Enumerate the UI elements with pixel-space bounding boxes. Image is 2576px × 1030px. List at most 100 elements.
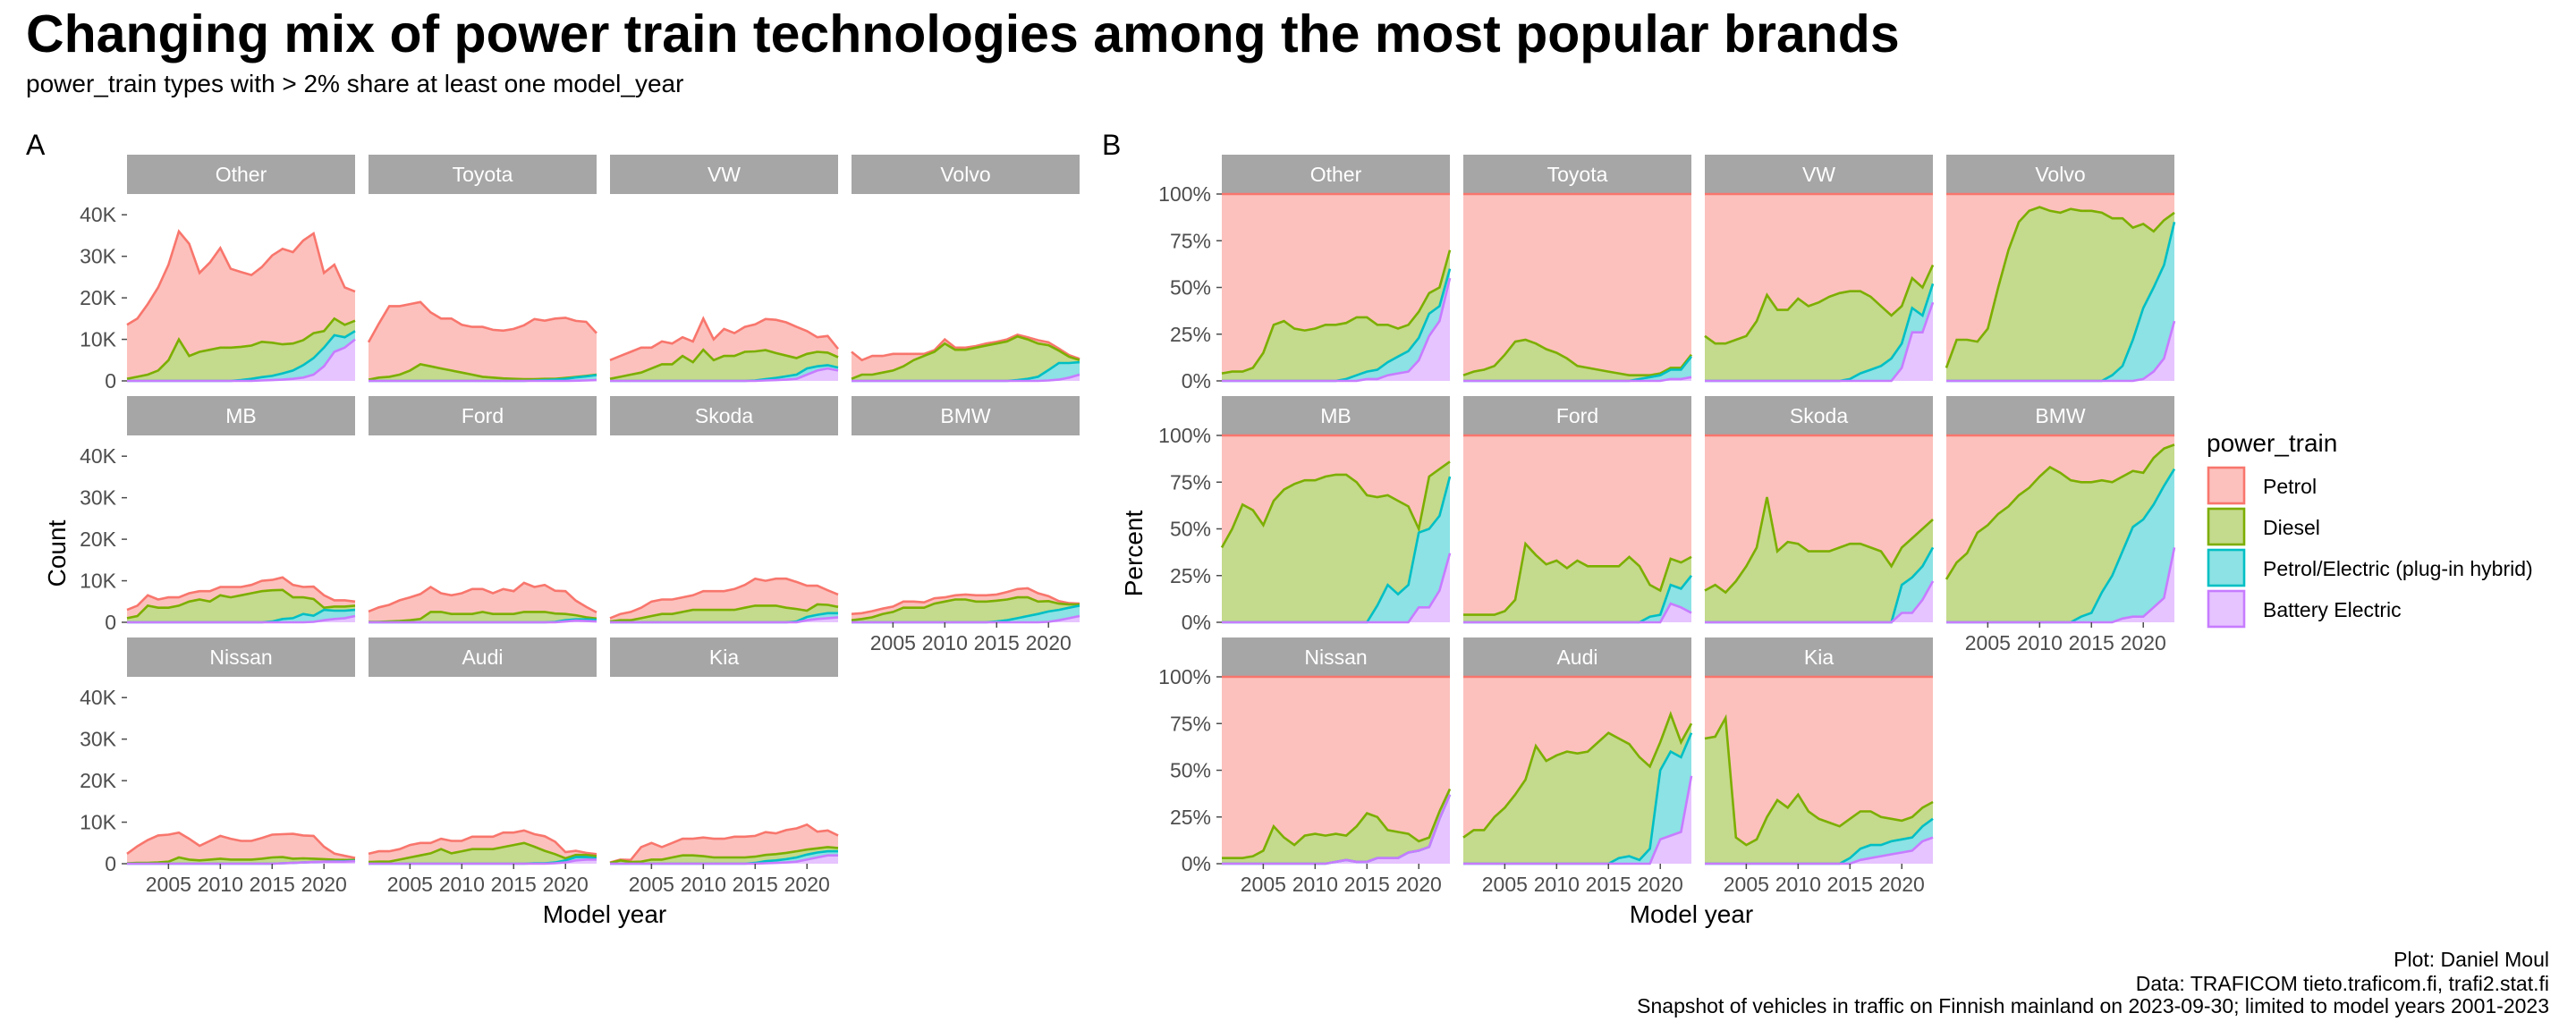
facet-strip	[369, 396, 597, 435]
facet-label: Other	[1310, 163, 1362, 186]
line-diesel	[1463, 541, 1692, 616]
facet-strip	[1946, 396, 2174, 435]
area-battery-electric	[1946, 321, 2174, 381]
facet-strip	[610, 155, 838, 194]
area-diesel	[1705, 265, 1933, 381]
line-petrol	[367, 300, 597, 343]
line-diesel	[1222, 788, 1452, 859]
y-tick-label: 40K	[80, 203, 117, 226]
x-tick-label: 2020	[1026, 631, 1072, 654]
facet-label: Nissan	[1304, 646, 1367, 669]
facet-label: Skoda	[1790, 404, 1848, 427]
chart-subtitle: power_train types with > 2% share at lea…	[26, 70, 684, 97]
y-tick-label: 10K	[80, 811, 117, 834]
area-diesel	[1946, 207, 2174, 381]
facet-mb: MB 0 10K 20K 30K 40K	[80, 396, 356, 634]
facet-audi: Audi 2005 2010 2015 2020	[1462, 637, 1693, 896]
line-battery-electric	[1222, 277, 1452, 383]
facet-strip	[1946, 155, 2174, 194]
line-diesel	[851, 595, 1080, 621]
facet-label: Toyota	[453, 163, 513, 186]
area-petrol-electric-plug-in-hybrid	[1705, 818, 1933, 864]
x-tick-label: 2020	[1396, 873, 1442, 896]
facet-label: Kia	[709, 646, 739, 669]
area-battery-electric	[369, 621, 597, 622]
legend-label: Battery Electric	[2263, 598, 2402, 621]
y-tick-label: 0%	[1182, 852, 1211, 875]
panel-b: B Other 0% 25% 50% 75% 100% Toyota VW Volvo MB 0% 25…	[1102, 129, 2176, 928]
area-battery-electric	[1222, 278, 1450, 381]
line-diesel	[609, 348, 839, 380]
area-diesel	[1705, 497, 1933, 622]
facet-label: Toyota	[1547, 163, 1608, 186]
y-tick-label: 75%	[1170, 229, 1211, 252]
line-diesel	[1462, 711, 1693, 839]
area-diesel	[852, 336, 1080, 381]
facet-strip	[852, 155, 1080, 194]
y-tick-label: 25%	[1170, 564, 1211, 587]
legend-key-battery-electric	[2207, 589, 2246, 629]
facet-volvo: Volvo	[1945, 155, 2176, 383]
facet-kia: Kia 2005 2010 2015 2020	[1704, 637, 1934, 896]
facet-nissan: Nissan 0 10K 20K 30K 40K 2005 2010 2015 2020	[80, 637, 356, 896]
y-tick-label: 20K	[80, 286, 117, 309]
x-tick-label: 2015	[491, 873, 537, 896]
area-battery-electric	[1222, 794, 1450, 864]
facet-vw: VW	[609, 155, 840, 383]
facet-label: Volvo	[2035, 163, 2085, 186]
line-battery-electric	[1222, 794, 1452, 865]
facet-bmw: BMW 2005 2010 2015 2020	[1945, 396, 2176, 654]
area-battery-electric	[1705, 581, 1933, 622]
x-tick-label: 2005	[1965, 631, 2011, 654]
line-diesel	[1704, 713, 1934, 847]
area-diesel	[127, 318, 355, 381]
y-tick-label: 100%	[1158, 665, 1211, 688]
facet-kia: Kia 2005 2010 2015 2020	[609, 637, 839, 896]
legend-key-petrol	[2207, 466, 2246, 505]
area-petrol-electric-plug-in-hybrid	[1946, 222, 2174, 381]
line-diesel	[1704, 496, 1934, 595]
line-battery-electric	[610, 854, 838, 865]
area-battery-electric	[1463, 604, 1691, 622]
x-tick-label: 2015	[250, 873, 295, 896]
area-battery-electric	[610, 617, 838, 622]
facet-label: Other	[216, 163, 267, 186]
area-petrol	[852, 334, 1080, 379]
x-tick-label: 2005	[1482, 873, 1528, 896]
x-tick-label: 2010	[439, 873, 485, 896]
line-battery-electric	[1222, 553, 1452, 624]
legend-key-petrol-electric-plug-in-hybrid	[2207, 548, 2246, 587]
facet-skoda: Skoda	[609, 396, 839, 624]
area-petrol-electric-plug-in-hybrid	[127, 610, 355, 622]
y-tick-label: 10K	[80, 328, 117, 351]
facet-strip	[1463, 155, 1691, 194]
line-battery-electric	[1705, 580, 1935, 624]
line-battery-electric	[1463, 602, 1692, 624]
line-battery-electric	[1946, 320, 2176, 383]
facet-ford: Ford	[368, 396, 597, 624]
line-diesel	[126, 317, 356, 380]
facet-skoda: Skoda	[1704, 396, 1935, 624]
facet-strip	[1222, 396, 1450, 435]
line-diesel	[609, 603, 839, 623]
line-battery-electric	[1463, 376, 1692, 383]
line-petrol	[609, 823, 839, 864]
line-petrol	[126, 831, 356, 859]
x-tick-label: 2020	[1879, 873, 1925, 896]
y-tick-label: 0	[105, 369, 116, 393]
facet-strip	[1463, 396, 1691, 435]
line-diesel	[851, 334, 1080, 380]
area-diesel	[1463, 340, 1691, 381]
line-battery-electric	[127, 859, 356, 865]
line-battery-electric	[852, 614, 1080, 624]
y-tick-label: 10K	[80, 570, 117, 593]
y-tick-label: 40K	[80, 686, 117, 709]
area-diesel	[1705, 718, 1933, 864]
facet-vw: VW	[1704, 155, 1935, 383]
line-diesel	[369, 611, 597, 623]
x-tick-label: 2005	[146, 873, 191, 896]
facet-label: VW	[1802, 163, 1835, 186]
line-battery-electric	[369, 378, 597, 383]
panel-a: A Other 0 10K 20K 30K 40K Toyota VW Volvo MB 0 10K 20…	[26, 129, 1080, 928]
facet-label: Audi	[1556, 646, 1597, 669]
